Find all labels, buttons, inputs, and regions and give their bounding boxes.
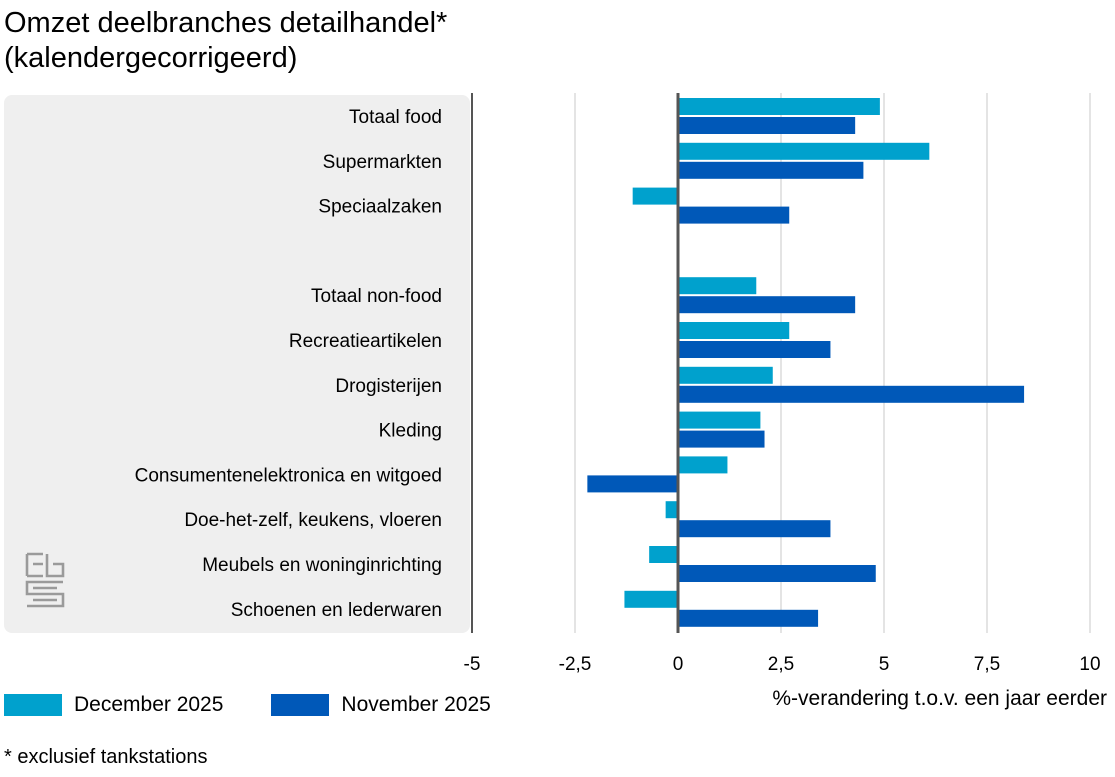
legend: December 2025 November 2025 [4, 690, 539, 720]
bar-december [678, 322, 790, 339]
legend-label-november: November 2025 [341, 693, 491, 716]
category-label: Speciaalzaken [318, 197, 442, 218]
category-label: Consumentenelektronica en witgoed [135, 465, 442, 486]
category-labels: Totaal food Supermarkten Speciaalzaken Tota… [135, 107, 442, 621]
chart-title-line-2: (kalendergecorrigeerd) [4, 42, 298, 74]
x-axis-label: %-verandering t.o.v. een jaar eerder [772, 687, 1107, 710]
x-tick-label: 7,5 [974, 654, 1000, 675]
chart-title-line-1: Omzet deelbranches detailhandel* [4, 7, 448, 39]
legend-item-december: December 2025 [4, 693, 223, 717]
bar-november [678, 385, 1025, 403]
x-tick-label: 0 [673, 654, 684, 675]
x-tick-label: 10 [1079, 654, 1100, 675]
bars [587, 98, 1025, 627]
cbs-logo-icon [25, 552, 65, 608]
chart-title: Omzet deelbranches detailhandel* (kalend… [4, 6, 447, 76]
x-tick-labels: -5 -2,5 0 2,5 5 7,5 10 [464, 654, 1101, 675]
bar-november [678, 206, 790, 224]
bar-november [678, 117, 856, 134]
footnote: * exclusief tankstations [4, 746, 208, 768]
category-label-panel [4, 95, 470, 633]
bar-december [632, 187, 678, 205]
bar-december [665, 501, 678, 519]
category-label: Totaal non-food [311, 286, 442, 307]
gridlines [574, 93, 1091, 633]
legend-swatch-december [4, 694, 62, 716]
bar-chart: Totaal food Supermarkten Speciaalzaken Tota… [135, 93, 1101, 675]
legend-swatch-november [271, 694, 330, 716]
bar-november [678, 161, 864, 179]
bar-december [678, 98, 880, 115]
x-tick-label: 2,5 [768, 654, 794, 675]
x-tick-label: -5 [464, 654, 481, 675]
x-tick-label: -2,5 [559, 654, 592, 675]
bar-november [678, 430, 765, 448]
bar-december [624, 590, 678, 608]
bar-december [678, 411, 761, 429]
bar-november [678, 520, 831, 538]
legend-item-november: November 2025 [271, 693, 491, 717]
bar-november [678, 296, 856, 314]
bar-december [678, 456, 728, 474]
x-tick-label: 5 [879, 654, 890, 675]
bar-november [678, 341, 831, 358]
bar-november [678, 565, 876, 582]
category-label: Totaal food [349, 107, 442, 128]
category-label: Recreatieartikelen [289, 331, 442, 352]
category-label: Drogisterijen [335, 376, 442, 397]
bar-december [678, 142, 930, 160]
bar-november [678, 609, 819, 627]
category-label: Doe-het-zelf, keukens, vloeren [184, 510, 442, 531]
bar-december [678, 366, 773, 384]
category-label: Schoenen en lederwaren [231, 600, 442, 621]
bar-december [678, 277, 757, 295]
category-label: Kleding [379, 421, 442, 442]
axes [471, 93, 680, 633]
legend-label-december: December 2025 [74, 693, 224, 716]
category-label: Supermarkten [323, 152, 442, 173]
bar-november [587, 475, 678, 493]
bar-december [649, 546, 678, 563]
category-label: Meubels en woninginrichting [202, 555, 442, 576]
